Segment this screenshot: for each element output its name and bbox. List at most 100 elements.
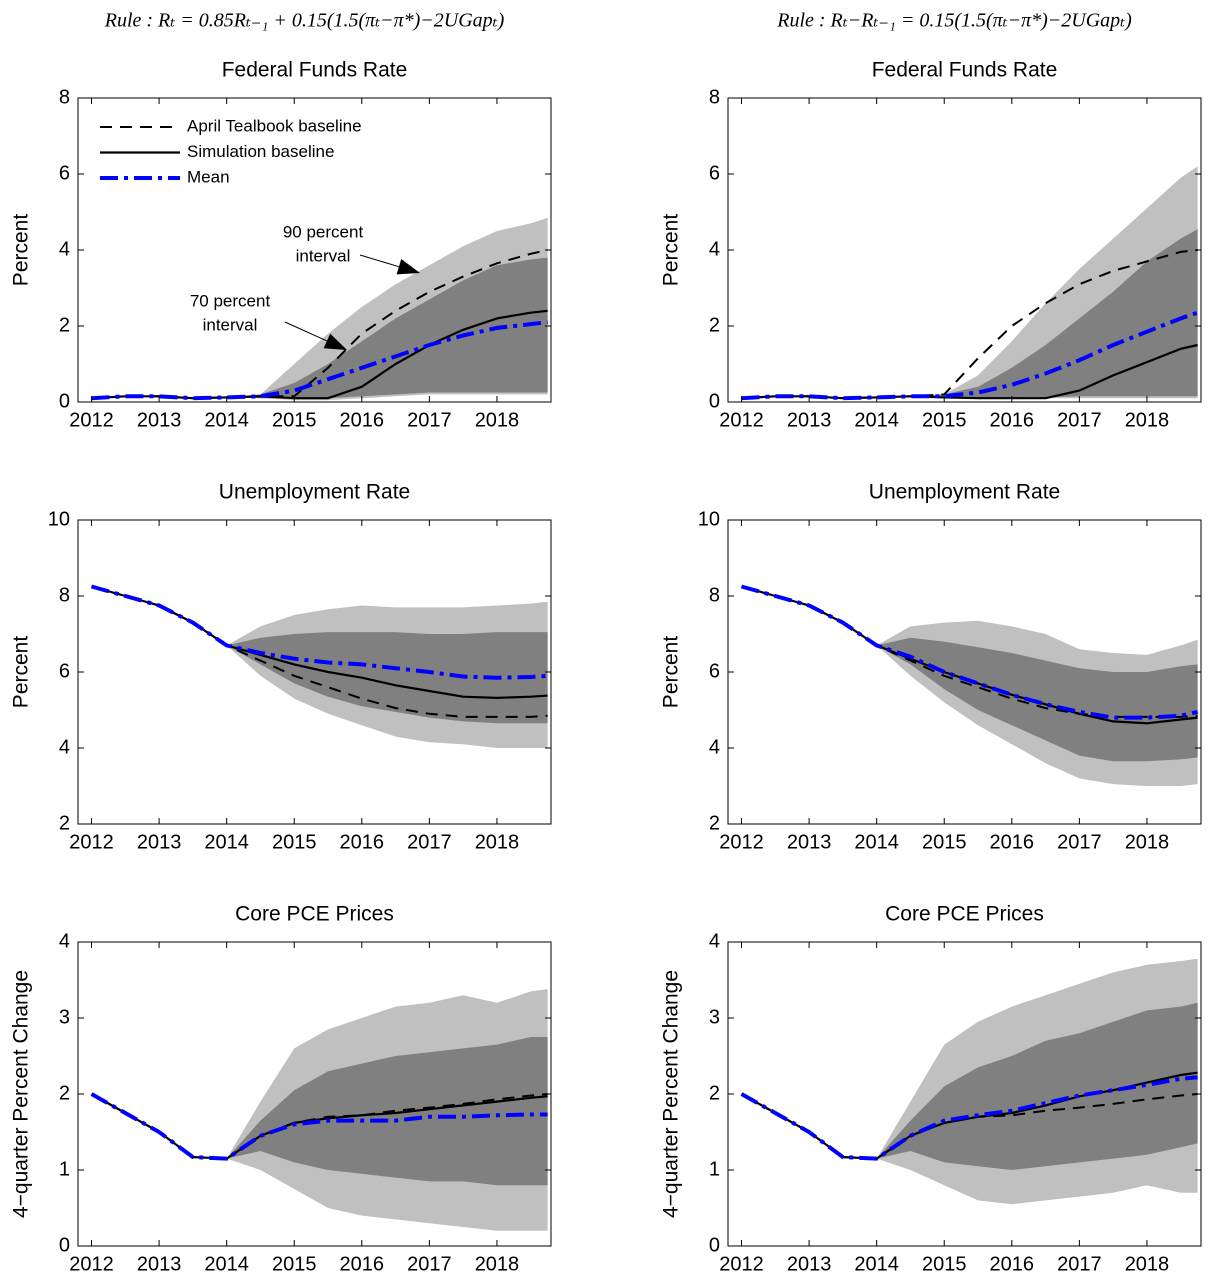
y-tick-label: 6 [59, 660, 70, 682]
annotation-arrowhead [396, 259, 420, 275]
x-tick-label: 2018 [1125, 831, 1170, 853]
panel: Rule : Rₜ−Rₜ₋₁ = 0.15(1.5(πₜ−π*)−2UGapₜ)… [660, 10, 1202, 431]
y-tick-label: 8 [59, 584, 70, 606]
y-tick-label: 0 [709, 390, 720, 412]
x-tick-label: 2012 [69, 831, 114, 853]
y-tick-label: 2 [59, 1082, 70, 1104]
x-tick-label: 2014 [204, 409, 249, 431]
panel: Unemployment Rate Percent 2 4 6 8 10 2012 2013 20… [660, 481, 1202, 853]
x-tick-label: 2013 [787, 409, 832, 431]
y-tick-label: 4 [59, 736, 70, 758]
x-tick-label: 2014 [854, 409, 899, 431]
panel-title: Core PCE Prices [235, 903, 394, 926]
panel: Rule : Rₜ = 0.85Rₜ₋₁ + 0.15(1.5(πₜ−π*)−2… [10, 10, 552, 431]
x-tick-label: 2012 [719, 409, 764, 431]
x-tick-label: 2012 [69, 1253, 114, 1275]
y-axis-label: 4−quarter Percent Change [660, 970, 683, 1218]
y-tick-label: 10 [48, 508, 70, 530]
y-tick-label: 4 [59, 930, 70, 952]
x-tick-label: 2018 [1125, 409, 1170, 431]
y-tick-label: 2 [709, 812, 720, 834]
x-tick-label: 2015 [922, 409, 967, 431]
y-tick-label: 6 [709, 162, 720, 184]
panel: Core PCE Prices 4−quarter Percent Change 0… [660, 903, 1202, 1275]
legend-label: Mean [187, 167, 230, 186]
panel-title: Unemployment Rate [869, 481, 1060, 504]
y-tick-label: 0 [59, 1234, 70, 1256]
interval-band [741, 1002, 1198, 1170]
y-tick-label: 8 [709, 584, 720, 606]
x-tick-label: 2012 [69, 409, 114, 431]
x-tick-label: 2013 [137, 831, 182, 853]
y-tick-label: 4 [709, 238, 720, 260]
x-tick-label: 2015 [272, 409, 317, 431]
x-tick-label: 2017 [407, 831, 452, 853]
x-tick-label: 2016 [990, 409, 1035, 431]
x-tick-label: 2018 [475, 831, 520, 853]
x-tick-label: 2018 [475, 1253, 520, 1275]
y-tick-label: 2 [59, 812, 70, 834]
y-tick-label: 2 [59, 314, 70, 336]
series-line [740, 1075, 1198, 1161]
x-tick-label: 2012 [719, 831, 764, 853]
interval-band [741, 586, 1198, 762]
y-tick-label: 4 [709, 736, 720, 758]
y-tick-label: 6 [59, 162, 70, 184]
series-line [91, 249, 548, 400]
y-tick-label: 1 [709, 1158, 720, 1180]
x-tick-label: 2016 [340, 409, 385, 431]
y-tick-label: 1 [59, 1158, 70, 1180]
y-tick-label: 4 [59, 238, 70, 260]
y-tick-label: 2 [709, 314, 720, 336]
x-tick-label: 2015 [922, 1253, 967, 1275]
y-tick-label: 8 [709, 86, 720, 108]
x-tick-label: 2015 [272, 1253, 317, 1275]
y-tick-label: 0 [59, 390, 70, 412]
annotation-arrow [359, 254, 400, 268]
y-axis-label: Percent [10, 214, 33, 287]
annotation-text: interval [296, 246, 351, 265]
y-axis-label: Percent [10, 636, 33, 709]
y-tick-label: 3 [709, 1006, 720, 1028]
y-axis-label: Percent [660, 636, 683, 709]
x-tick-label: 2017 [1057, 831, 1102, 853]
panel: Core PCE Prices 4−quarter Percent Change 0… [10, 903, 552, 1275]
x-tick-label: 2013 [787, 1253, 832, 1275]
y-tick-label: 6 [709, 660, 720, 682]
interval-band [91, 586, 548, 724]
y-tick-label: 8 [59, 86, 70, 108]
y-tick-label: 2 [709, 1082, 720, 1104]
x-tick-label: 2015 [272, 831, 317, 853]
y-tick-label: 10 [698, 508, 720, 530]
annotation-text: 90 percent [283, 222, 364, 241]
interval-band [741, 229, 1198, 399]
annotation-text: 70 percent [190, 291, 271, 310]
series-line [91, 320, 548, 401]
y-tick-label: 3 [59, 1006, 70, 1028]
series-line [90, 1093, 548, 1160]
series-line [90, 1092, 548, 1161]
annotation-arrowhead [323, 333, 347, 350]
panel-title: Federal Funds Rate [872, 59, 1058, 82]
x-tick-label: 2013 [787, 831, 832, 853]
x-tick-label: 2016 [340, 831, 385, 853]
x-tick-label: 2014 [204, 1253, 249, 1275]
x-tick-label: 2018 [475, 409, 520, 431]
x-tick-label: 2017 [1057, 409, 1102, 431]
x-tick-label: 2016 [990, 831, 1035, 853]
panel-title: Core PCE Prices [885, 903, 1044, 926]
interval-band [91, 1037, 548, 1186]
x-tick-label: 2014 [204, 831, 249, 853]
x-tick-label: 2017 [407, 1253, 452, 1275]
legend-label: April Tealbook baseline [187, 116, 362, 135]
annotation-arrow [284, 321, 328, 342]
interval-band [91, 257, 548, 399]
y-axis-label: 4−quarter Percent Change [10, 970, 33, 1218]
rule-formula: Rule : Rₜ = 0.85Rₜ₋₁ + 0.15(1.5(πₜ−π*)−2… [104, 10, 505, 32]
x-tick-label: 2014 [854, 831, 899, 853]
series-line [740, 584, 1199, 720]
rule-formula: Rule : Rₜ−Rₜ₋₁ = 0.15(1.5(πₜ−π*)−2UGapₜ) [776, 10, 1132, 32]
y-tick-label: 4 [709, 930, 720, 952]
x-tick-label: 2015 [922, 831, 967, 853]
